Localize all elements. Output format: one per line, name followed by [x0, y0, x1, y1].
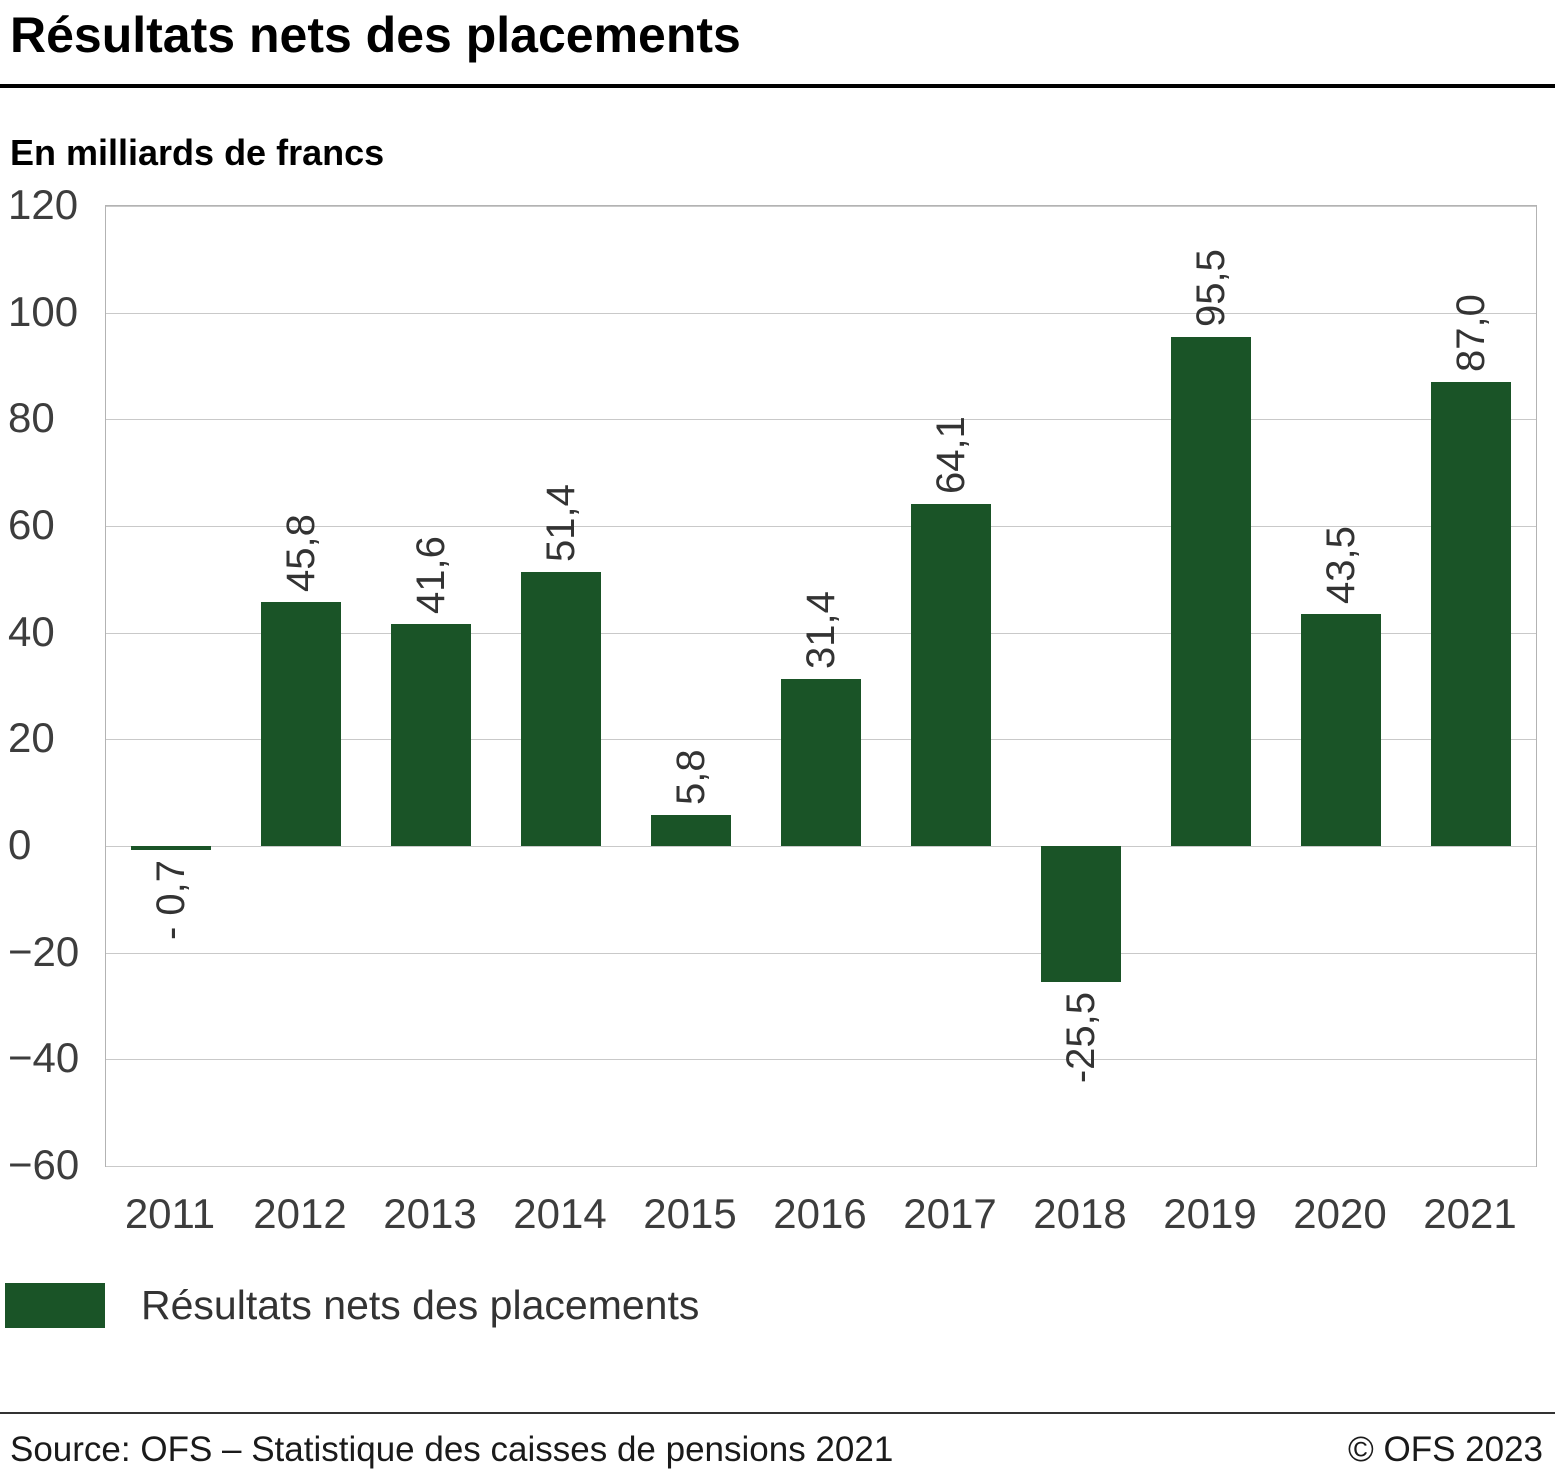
bar-value-label: 51,4 [539, 484, 583, 562]
legend-swatch [5, 1283, 105, 1328]
bar-2012 [261, 601, 341, 846]
gridline [106, 846, 1536, 847]
y-tick-label: −60 [8, 1141, 80, 1188]
x-tick-label: 2015 [643, 1190, 737, 1237]
plot-area: - 0,7 45,8 41,6 51,4 5,8 31,4 64,1 -25,5 95,5 43,… [105, 205, 1537, 1167]
bar-2016 [781, 678, 861, 846]
bar-value-label: 45,8 [279, 513, 323, 592]
y-tick-label: 40 [8, 607, 55, 655]
x-tick-label: 2017 [903, 1190, 997, 1237]
gridline [106, 1166, 1536, 1167]
x-tick-label: 2021 [1423, 1190, 1517, 1237]
y-tick-label: 80 [8, 394, 55, 442]
y-tick-label: −20 [8, 927, 80, 975]
gridline [106, 952, 1536, 954]
copyright-text: © OFS 2023 [1347, 1430, 1543, 1469]
gridline [106, 632, 1536, 634]
y-tick-label: 100 [8, 287, 79, 335]
y-tick-label: −40 [8, 1034, 80, 1082]
chart-title: Résultats nets des placements [10, 7, 741, 63]
footer: Source: OFS – Statistique des caisses de… [10, 1430, 1543, 1470]
source-text: Source: OFS – Statistique des caisses de… [10, 1430, 894, 1469]
bar-value-label: 87,0 [1449, 294, 1493, 372]
bar-value-label: 95,5 [1189, 248, 1233, 327]
y-tick-label: 60 [8, 501, 55, 548]
x-axis-labels: 2011 2012 2013 2014 2015 2016 2017 2018 2019 2020… [105, 1190, 1535, 1238]
bar-2015 [651, 815, 731, 846]
bar-value-label: 31,4 [799, 590, 843, 669]
bar-2011 [131, 846, 211, 850]
x-tick-label: 2018 [1033, 1190, 1127, 1237]
x-tick-label: 2012 [253, 1190, 347, 1237]
y-tick-label: 120 [8, 181, 79, 228]
x-tick-label: 2020 [1293, 1190, 1387, 1237]
bar-value-label: 64,1 [929, 416, 973, 495]
legend: Résultats nets des placements [5, 1282, 699, 1329]
axis-unit-label: En milliards de francs [10, 132, 385, 173]
gridline [106, 526, 1536, 527]
bar-2021 [1431, 382, 1511, 846]
y-tick-label: 20 [8, 714, 55, 762]
title-divider [0, 84, 1555, 88]
bar-2017 [911, 504, 991, 846]
y-tick-label: 0 [8, 821, 32, 868]
bar-value-label: 43,5 [1319, 526, 1363, 604]
y-axis-labels: −60 −40 −20 0 20 40 60 80 100 120 [8, 184, 98, 1186]
gridline [106, 312, 1536, 314]
bar-value-label: 5,8 [669, 749, 713, 806]
bar-value-label: 41,6 [409, 536, 453, 615]
gridline [106, 1059, 1536, 1061]
legend-label: Résultats nets des placements [141, 1282, 700, 1328]
bar-2013 [391, 624, 471, 846]
gridline [106, 419, 1536, 421]
bar-2014 [521, 571, 601, 846]
bar-2018 [1041, 846, 1121, 982]
bar-2019 [1171, 336, 1251, 846]
bar-value-label: -25,5 [1059, 992, 1103, 1084]
gridline [106, 206, 1536, 207]
bar-value-label: - 0,7 [149, 859, 193, 940]
footer-divider [0, 1412, 1555, 1414]
x-tick-label: 2014 [513, 1190, 607, 1237]
x-tick-label: 2013 [383, 1190, 477, 1237]
x-tick-label: 2019 [1163, 1190, 1257, 1237]
bar-2020 [1301, 614, 1381, 846]
x-tick-label: 2011 [124, 1190, 216, 1237]
x-tick-label: 2016 [773, 1190, 867, 1237]
